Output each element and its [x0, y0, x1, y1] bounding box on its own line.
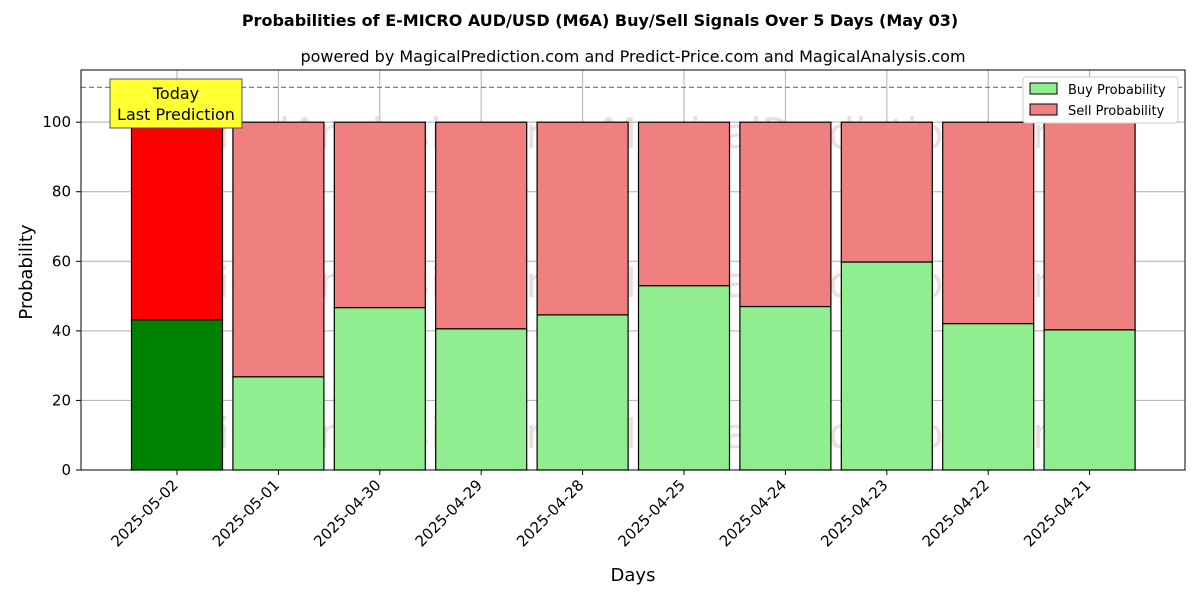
- sell-bar: [435, 121, 528, 330]
- y-tick-label: 40: [52, 322, 71, 340]
- today-annotation-line1: Today: [152, 84, 199, 103]
- sell-bar: [637, 121, 731, 287]
- buy-bar: [435, 328, 528, 471]
- sell-bar: [1043, 121, 1136, 331]
- x-tick-label: 2025-04-23: [817, 476, 891, 550]
- y-axis-label: Probability: [16, 224, 37, 319]
- today-annotation-box: [109, 78, 243, 129]
- legend-swatch-sell: [1029, 103, 1058, 116]
- chart-title: Probabilities of E-MICRO AUD/USD (M6A) B…: [242, 11, 958, 30]
- buy-bar: [637, 285, 731, 471]
- buy-bar: [739, 305, 832, 471]
- y-tick-label: 20: [52, 391, 71, 409]
- x-tick-label: 2025-04-21: [1020, 476, 1094, 550]
- sell-bar: [130, 121, 224, 321]
- today-annotation-line2: Last Prediction: [117, 105, 235, 124]
- sell-bar: [840, 121, 933, 263]
- x-tick-label: 2025-04-30: [310, 476, 384, 550]
- y-tick-label: 0: [61, 461, 71, 479]
- x-tick-label: 2025-04-24: [716, 476, 790, 550]
- plot-area: MagicalAnalysis.comMagicalPrediction.com…: [42, 69, 1186, 550]
- y-tick-label: 60: [52, 252, 71, 270]
- sell-bar: [232, 121, 325, 378]
- buy-bar: [232, 376, 325, 471]
- legend-label-buy: Buy Probability: [1068, 83, 1166, 98]
- buy-bar: [1043, 329, 1136, 471]
- x-tick-label: 2025-05-02: [107, 476, 181, 550]
- legend-box: [1022, 76, 1179, 124]
- x-tick-label: 2025-04-28: [513, 476, 587, 550]
- plot-frame: [80, 69, 1186, 471]
- buy-bar: [130, 319, 224, 471]
- x-axis-label: Days: [611, 565, 656, 586]
- x-tick-label: 2025-05-01: [209, 476, 283, 550]
- x-tick-label: 2025-04-22: [919, 476, 993, 550]
- y-tick-label: 80: [52, 183, 71, 201]
- sell-bar: [942, 121, 1035, 325]
- sell-bar: [333, 121, 426, 309]
- chart-subtitle: powered by MagicalPrediction.com and Pre…: [300, 47, 965, 66]
- x-tick-label: 2025-04-25: [614, 476, 688, 550]
- buy-bar: [536, 314, 629, 471]
- y-tick-label: 100: [42, 113, 71, 131]
- legend-label-sell: Sell Probability: [1068, 104, 1165, 119]
- legend-swatch-buy: [1029, 82, 1058, 95]
- buy-bar: [333, 306, 426, 471]
- sell-bar: [536, 121, 629, 316]
- sell-bar: [739, 121, 832, 308]
- buy-bar: [942, 322, 1035, 471]
- buy-bar: [840, 261, 933, 471]
- x-tick-label: 2025-04-29: [412, 476, 486, 550]
